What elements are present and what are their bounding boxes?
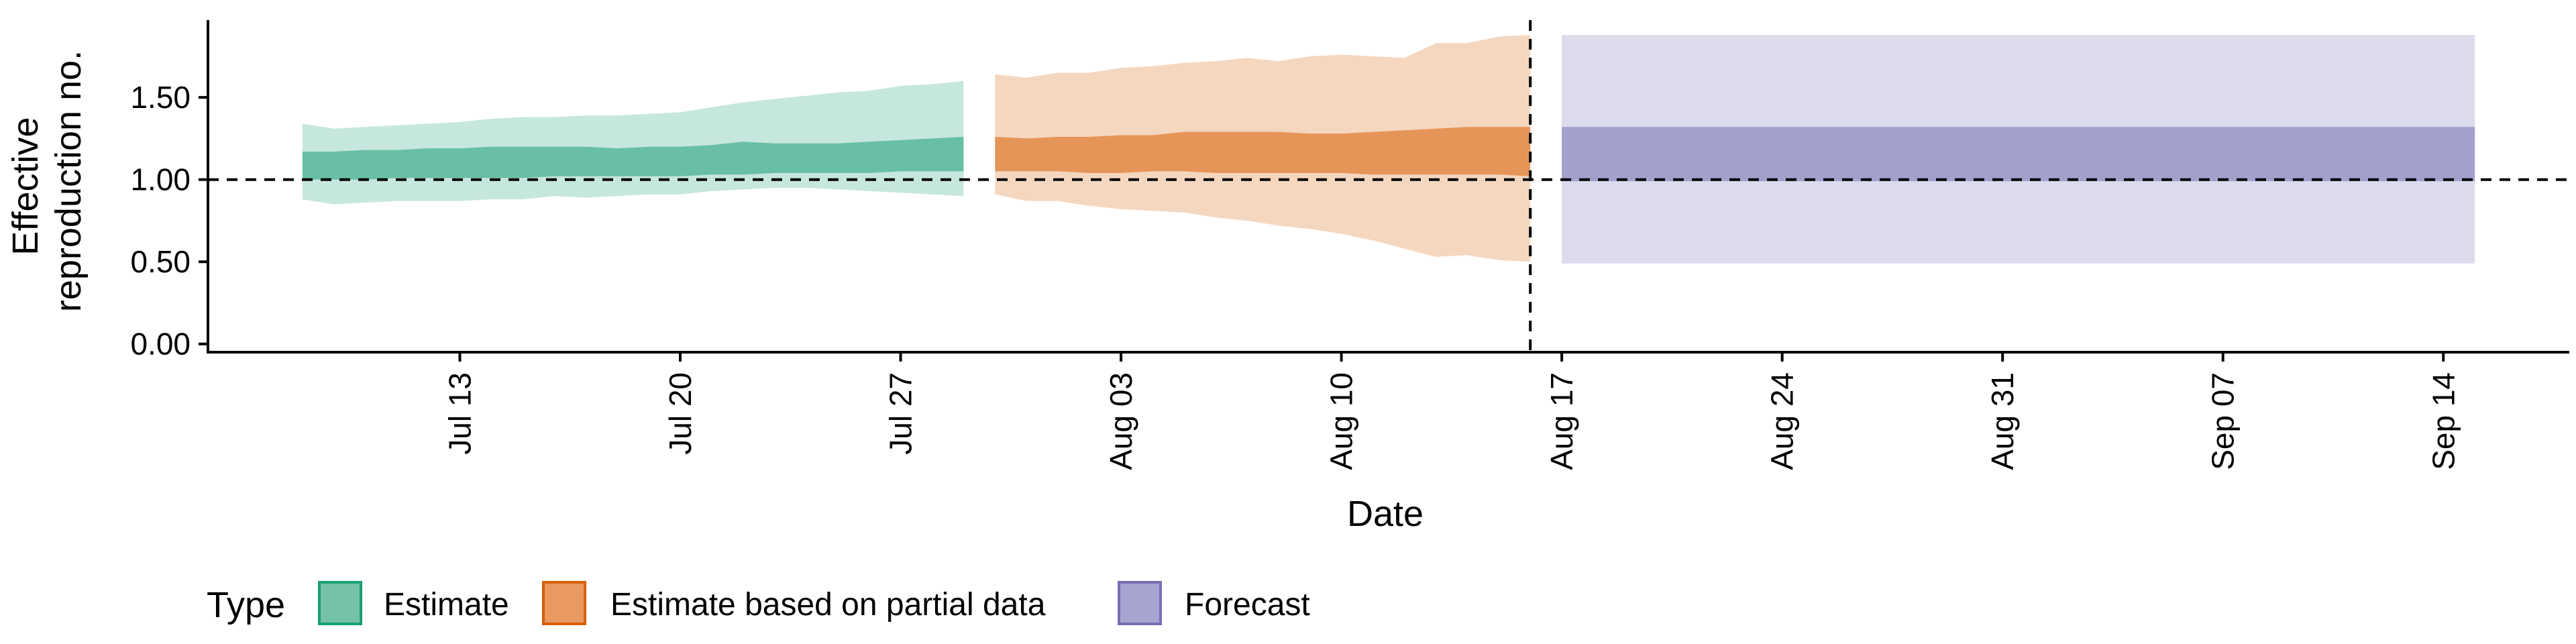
x-tick-label: Aug 03 (1104, 372, 1138, 470)
legend: Type Estimate Estimate based on partial … (207, 581, 1310, 625)
legend-label-forecast: Forecast (1185, 587, 1310, 623)
y-axis-ticks: 0.00 0.50 1.00 1.50 (130, 80, 208, 362)
axes (207, 20, 2569, 354)
y-axis-title-line2: reproduction no. (48, 50, 89, 312)
x-tick-label: Sep 14 (2426, 372, 2461, 470)
legend-key-partial (542, 581, 586, 625)
ribbon-50-2 (1562, 127, 2475, 182)
x-tick-label: Aug 17 (1544, 372, 1579, 470)
ribbon-50-0 (302, 137, 964, 180)
y-axis-title: Effective reproduction no. (5, 50, 89, 312)
y-tick-label: 0.50 (130, 244, 191, 279)
x-tick-label: Jul 20 (663, 372, 698, 455)
x-tick-label: Jul 27 (883, 372, 918, 455)
legend-label-partial: Estimate based on partial data (610, 587, 1046, 623)
ribbon-50-1 (995, 127, 1531, 176)
x-tick-label: Jul 13 (442, 372, 477, 455)
y-axis-title-line1: Effective (5, 117, 46, 255)
legend-key-forecast (1118, 581, 1162, 625)
legend-title: Type (207, 585, 285, 625)
x-tick-label: Aug 10 (1324, 372, 1359, 470)
ribbons (302, 35, 2475, 264)
y-tick-label: 1.00 (130, 162, 191, 197)
legend-label-estimate: Estimate (384, 587, 509, 623)
x-tick-label: Aug 24 (1765, 372, 1800, 470)
y-tick-label: 0.00 (130, 327, 191, 362)
x-tick-label: Sep 07 (2206, 372, 2241, 470)
x-axis-title: Date (1347, 494, 1424, 534)
x-tick-label: Aug 31 (1985, 372, 2020, 470)
y-tick-label: 1.50 (130, 80, 191, 115)
x-axis-ticks: Jul 13 Jul 20 Jul 27 Aug 03 Aug 10 Aug 17 Aug … (442, 352, 2461, 470)
legend-key-estimate (318, 581, 362, 625)
